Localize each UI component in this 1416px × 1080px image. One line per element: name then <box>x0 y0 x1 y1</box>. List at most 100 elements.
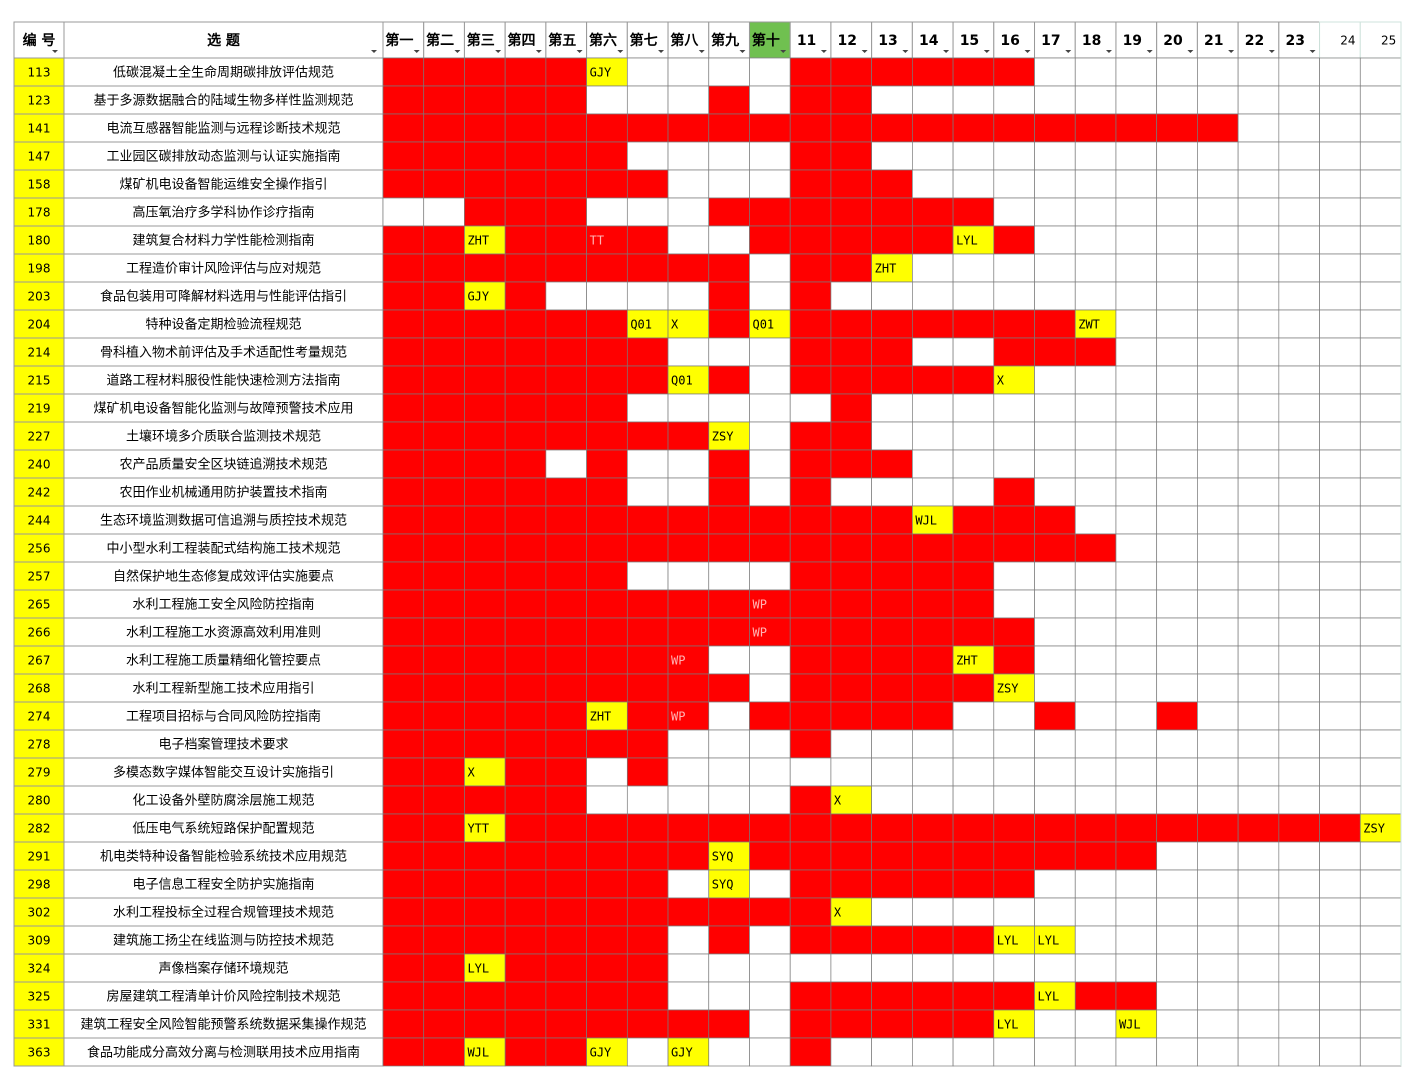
status-cell <box>952 589 995 619</box>
status-cell <box>1034 701 1076 731</box>
header-column: 第四 <box>508 32 536 49</box>
status-cell <box>1115 281 1158 311</box>
status-cell <box>1156 309 1198 339</box>
status-cell <box>1074 113 1117 143</box>
id-cell <box>13 197 65 227</box>
status-cell <box>708 449 750 479</box>
cell-label: ZSY <box>712 430 734 444</box>
filter-button[interactable] <box>780 50 787 53</box>
cell-label: YTT <box>467 822 489 836</box>
status-cell <box>1074 673 1117 703</box>
status-cell <box>382 757 425 787</box>
filter-button[interactable] <box>535 50 542 53</box>
status-cell <box>952 617 995 647</box>
row-id: 257 <box>28 570 51 584</box>
header-column: 20 <box>1163 33 1183 49</box>
filter-button[interactable] <box>617 50 624 53</box>
status-cell <box>626 813 669 843</box>
status-cell <box>708 757 750 787</box>
status-cell <box>464 337 506 367</box>
status-cell <box>667 533 710 563</box>
status-cell <box>993 785 1035 815</box>
status-cell <box>626 617 669 647</box>
cell-label: ZSY <box>1363 822 1385 836</box>
status-cell <box>1237 253 1280 283</box>
status-cell <box>1197 673 1239 703</box>
header-column: 11 <box>797 33 816 49</box>
status-cell <box>1197 925 1239 955</box>
status-cell <box>382 113 425 143</box>
filter-button[interactable] <box>1146 50 1153 53</box>
status-cell <box>1034 673 1076 703</box>
filter-button[interactable] <box>739 50 746 53</box>
row-title: 电流互感器智能监测与远程诊断技术规范 <box>106 121 340 137</box>
filter-button[interactable] <box>820 50 827 53</box>
filter-button[interactable] <box>1024 50 1031 53</box>
status-cell <box>993 981 1035 1011</box>
cell-label: WP <box>671 654 685 668</box>
status-cell <box>708 365 750 395</box>
cell-label: X <box>671 318 679 332</box>
filter-button[interactable] <box>698 50 705 53</box>
filter-button[interactable] <box>371 50 377 53</box>
status-cell <box>423 449 465 479</box>
filter-button[interactable] <box>52 50 58 53</box>
filter-button[interactable] <box>943 50 950 53</box>
status-cell <box>830 757 872 787</box>
filter-button[interactable] <box>983 50 990 53</box>
row-title: 农产品质量安全区块链追溯技术规范 <box>119 457 327 473</box>
row-id: 147 <box>28 150 51 164</box>
status-cell <box>382 841 425 871</box>
status-cell <box>382 337 425 367</box>
status-cell <box>789 421 832 451</box>
status-cell <box>626 225 669 255</box>
status-cell <box>993 225 1035 255</box>
status-cell <box>871 113 913 143</box>
status-cell <box>1156 477 1198 507</box>
filter-button[interactable] <box>1268 50 1275 53</box>
status-cell <box>504 85 547 115</box>
filter-button[interactable] <box>658 50 665 53</box>
cell-label: LYL <box>467 962 489 976</box>
status-cell <box>871 589 913 619</box>
status-cell <box>871 57 913 87</box>
status-cell <box>504 57 547 87</box>
status-cell <box>1319 757 1361 787</box>
filter-button[interactable] <box>495 50 502 53</box>
status-cell <box>871 757 913 787</box>
status-cell <box>1034 141 1076 171</box>
status-cell <box>1034 617 1076 647</box>
status-cell <box>708 57 750 87</box>
filter-button[interactable] <box>576 50 583 53</box>
filter-button[interactable] <box>1187 50 1194 53</box>
header-column: 15 <box>960 33 979 49</box>
filter-button[interactable] <box>1105 50 1112 53</box>
status-cell <box>952 113 995 143</box>
row-id: 265 <box>28 598 51 612</box>
title-cell <box>63 673 384 703</box>
status-cell <box>749 393 791 423</box>
status-cell <box>1115 729 1158 759</box>
filter-button[interactable] <box>454 50 461 53</box>
row-title: 骨科植入物术前评估及手术适配性考量规范 <box>100 345 347 361</box>
status-cell <box>1034 253 1076 283</box>
filter-button[interactable] <box>413 50 420 53</box>
filter-button[interactable] <box>1065 50 1072 53</box>
row-title: 水利工程施工质量精细化管控要点 <box>126 654 321 669</box>
status-cell <box>1359 141 1402 171</box>
status-cell <box>1197 617 1239 647</box>
filter-button[interactable] <box>902 50 909 53</box>
status-cell <box>586 869 628 899</box>
status-cell <box>912 197 954 227</box>
status-cell <box>423 169 465 199</box>
status-cell <box>423 841 465 871</box>
header-column: 16 <box>1000 33 1019 49</box>
status-cell <box>708 785 750 815</box>
filter-button[interactable] <box>1309 50 1316 53</box>
status-cell <box>626 85 669 115</box>
filter-button[interactable] <box>1228 50 1235 53</box>
status-cell <box>667 701 710 731</box>
status-cell <box>464 225 506 255</box>
filter-button[interactable] <box>861 50 868 53</box>
row-id: 302 <box>28 906 51 920</box>
